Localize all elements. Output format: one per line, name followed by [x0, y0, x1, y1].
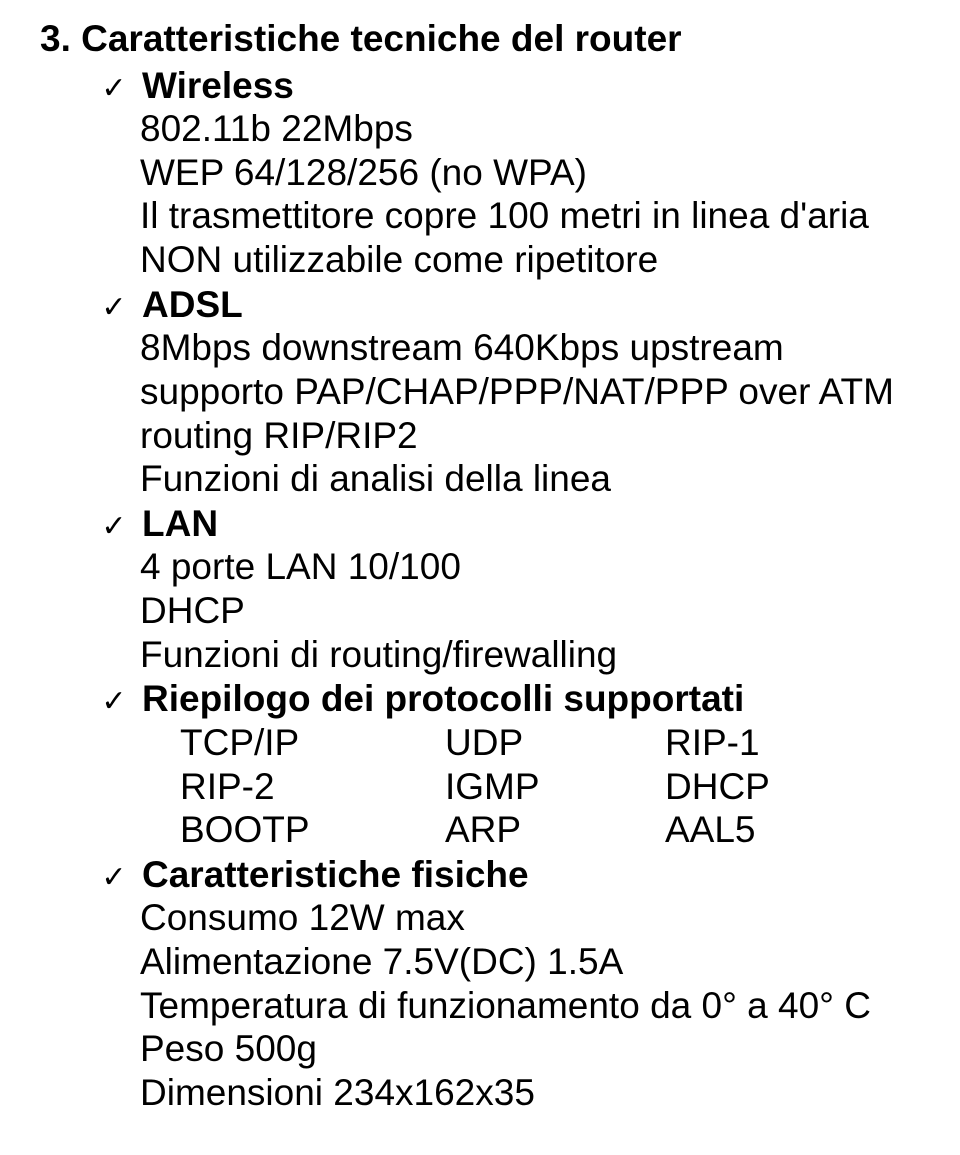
wireless-line: NON utilizzabile come ripetitore: [140, 238, 920, 282]
protocol-cell: DHCP: [665, 765, 770, 809]
wireless-line: 802.11b 22Mbps: [140, 107, 920, 151]
adsl-heading-row: ✓ ADSL: [100, 284, 920, 327]
check-icon: ✓: [100, 687, 128, 717]
protocol-cell: RIP-1: [665, 721, 760, 765]
physical-line: Peso 500g: [140, 1027, 920, 1071]
physical-line: Temperatura di funzionamento da 0° a 40°…: [140, 984, 920, 1028]
protocol-cell: AAL5: [665, 808, 756, 852]
check-icon: ✓: [100, 74, 128, 104]
protocol-cell: TCP/IP: [180, 721, 445, 765]
physical-line: Dimensioni 234x162x35: [140, 1071, 920, 1115]
page: 3. Caratteristiche tecniche del router ✓…: [0, 0, 960, 1155]
lan-line: 4 porte LAN 10/100: [140, 545, 920, 589]
protocol-cell: ARP: [445, 808, 665, 852]
protocols-heading-row: ✓ Riepilogo dei protocolli supportati: [100, 678, 920, 721]
adsl-line: supporto PAP/CHAP/PPP/NAT/PPP over ATM: [140, 370, 920, 414]
adsl-title: ADSL: [142, 284, 243, 327]
lan-line: Funzioni di routing/firewalling: [140, 633, 920, 677]
protocol-cell: UDP: [445, 721, 665, 765]
check-icon: ✓: [100, 863, 128, 893]
physical-line: Consumo 12W max: [140, 896, 920, 940]
wireless-line: Il trasmettitore copre 100 metri in line…: [140, 194, 920, 238]
physical-line: Alimentazione 7.5V(DC) 1.5A: [140, 940, 920, 984]
protocol-cell: IGMP: [445, 765, 665, 809]
protocols-title: Riepilogo dei protocolli supportati: [142, 678, 744, 721]
protocols-row: RIP-2 IGMP DHCP: [180, 765, 920, 809]
check-icon: ✓: [100, 293, 128, 323]
protocol-cell: RIP-2: [180, 765, 445, 809]
physical-title: Caratteristiche fisiche: [142, 854, 529, 897]
adsl-line: routing RIP/RIP2: [140, 414, 920, 458]
lan-heading-row: ✓ LAN: [100, 503, 920, 546]
adsl-line: 8Mbps downstream 640Kbps upstream: [140, 326, 920, 370]
wireless-line: WEP 64/128/256 (no WPA): [140, 151, 920, 195]
section-heading: 3. Caratteristiche tecniche del router: [40, 18, 920, 61]
protocol-cell: BOOTP: [180, 808, 445, 852]
protocols-row: TCP/IP UDP RIP-1: [180, 721, 920, 765]
wireless-title: Wireless: [142, 65, 294, 108]
lan-line: DHCP: [140, 589, 920, 633]
lan-title: LAN: [142, 503, 218, 546]
adsl-line: Funzioni di analisi della linea: [140, 457, 920, 501]
physical-heading-row: ✓ Caratteristiche fisiche: [100, 854, 920, 897]
protocols-row: BOOTP ARP AAL5: [180, 808, 920, 852]
check-icon: ✓: [100, 512, 128, 542]
wireless-heading-row: ✓ Wireless: [100, 65, 920, 108]
